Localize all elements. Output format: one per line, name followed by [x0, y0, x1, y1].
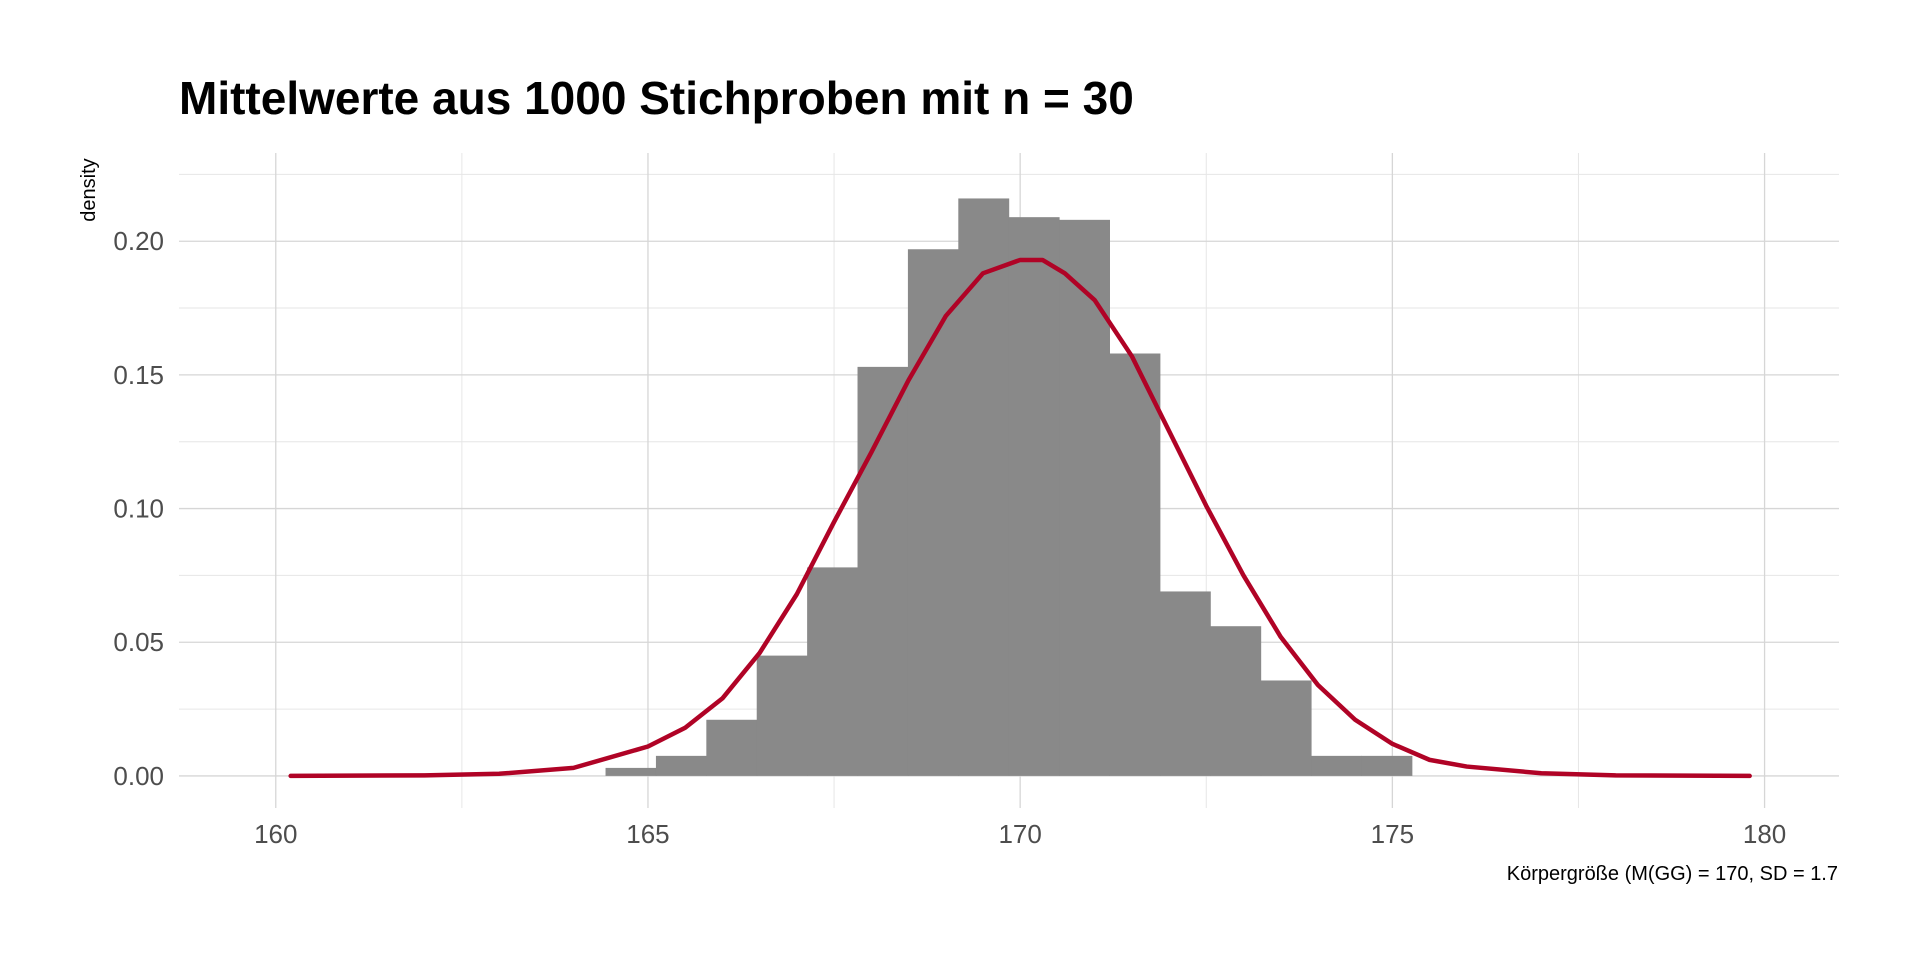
y-tick-label: 0.00 — [113, 761, 164, 791]
x-axis-ticks: 160 165 170 175 180 — [254, 819, 1786, 849]
histogram-bar — [1159, 591, 1211, 776]
histogram-bar — [1109, 353, 1161, 776]
histogram-bar — [1210, 626, 1262, 776]
x-axis-label: Körpergröße (M(GG) = 170, SD = 1.7 — [1507, 863, 1838, 885]
histogram-bar — [1059, 219, 1110, 776]
histogram-bar — [756, 655, 808, 776]
y-tick-label: 0.10 — [113, 494, 164, 524]
x-tick-label: 180 — [1743, 819, 1786, 849]
histogram-bar — [706, 719, 758, 776]
density-curve — [288, 257, 1752, 779]
density-curve-group — [288, 257, 1752, 779]
x-tick-label: 165 — [626, 819, 669, 849]
histogram-bar — [807, 567, 859, 776]
y-axis-ticks: 0.00 0.05 0.10 0.15 0.20 — [113, 226, 164, 791]
histogram-bar — [1008, 217, 1060, 776]
y-tick-label: 0.05 — [113, 627, 164, 657]
x-tick-label: 175 — [1371, 819, 1414, 849]
chart-title: Mittelwerte aus 1000 Stichproben mit n =… — [179, 72, 1134, 124]
histogram-bar — [1260, 680, 1312, 776]
histogram-bar — [958, 198, 1010, 776]
histogram-bar — [1361, 755, 1413, 776]
y-tick-label: 0.20 — [113, 226, 164, 256]
x-tick-label: 160 — [254, 819, 297, 849]
histogram-bar — [655, 755, 707, 776]
histogram-bar — [1311, 755, 1362, 776]
y-tick-label: 0.15 — [113, 360, 164, 390]
histogram-bar — [907, 249, 959, 776]
histogram-bar — [857, 366, 909, 776]
histogram-bars — [605, 198, 1413, 776]
histogram-bar — [605, 767, 657, 776]
y-axis-label: density — [78, 158, 100, 221]
x-tick-label: 170 — [998, 819, 1041, 849]
